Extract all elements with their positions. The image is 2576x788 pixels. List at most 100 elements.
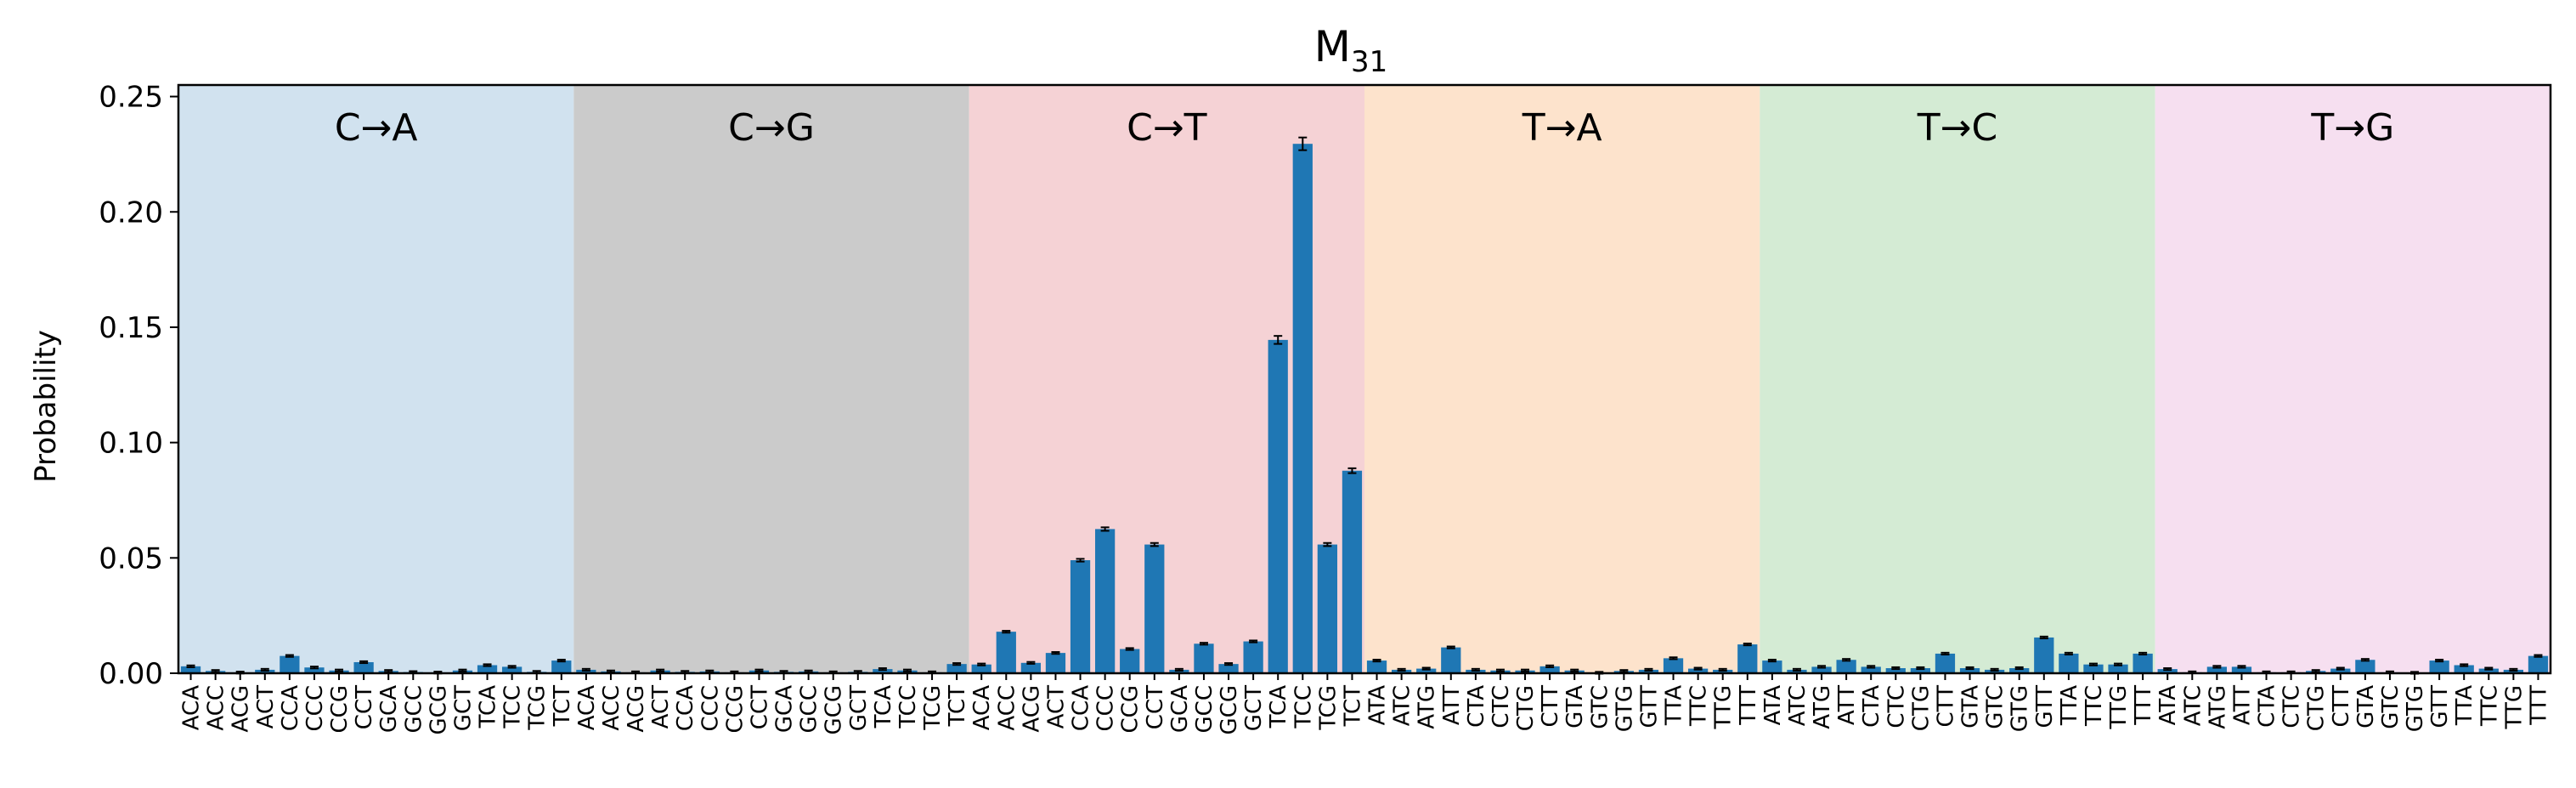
x-tick-label: ATC (1390, 685, 1415, 726)
group-label: C→A (335, 106, 418, 150)
x-tick-label: ATA (2155, 685, 2181, 726)
x-tick-label: GCG (1217, 685, 1242, 734)
bar (971, 664, 991, 673)
x-tick-label: TCT (1340, 685, 1365, 728)
x-tick-label: GTC (2378, 685, 2404, 729)
x-tick-label: GCC (797, 685, 822, 733)
bar (1045, 653, 1066, 673)
x-tick-label: GCA (1167, 685, 1193, 733)
bar (1441, 647, 1461, 673)
x-tick-label: TCG (1315, 685, 1341, 731)
bar (1070, 560, 1091, 673)
bar (477, 665, 498, 673)
x-tick-label: ATG (1810, 685, 1835, 729)
x-tick-label: CCA (673, 685, 698, 731)
bar (2454, 665, 2474, 673)
group-backgrounds (178, 85, 2551, 673)
x-tick-label: TTG (2106, 685, 2132, 729)
chart-title-main: M (1314, 22, 1351, 71)
group-label: T→G (2310, 106, 2394, 150)
group-background (1760, 85, 2155, 673)
x-tick-label: ATG (1415, 685, 1440, 729)
bar (280, 655, 300, 673)
group-labels: C→A C→G C→T T→A T→C T→G (335, 106, 2394, 150)
bar (2133, 653, 2153, 673)
bar (996, 632, 1016, 673)
x-tick-label: ATC (1785, 685, 1811, 726)
bar (1737, 644, 1758, 673)
x-tick-label: ACA (969, 685, 995, 730)
x-tick-label: TCC (500, 685, 526, 729)
bar (2231, 666, 2252, 673)
x-tick-label: CCC (1093, 685, 1119, 731)
y-tick-label: 0.25 (99, 81, 163, 115)
x-tick-label: TCA (871, 685, 896, 729)
x-tick-label: TCT (550, 685, 575, 728)
bar (2478, 668, 2499, 673)
bar (1218, 664, 1239, 673)
x-tick-label: TTT (1736, 685, 1761, 726)
group-background (178, 85, 574, 673)
x-tick-label: CCG (722, 685, 748, 733)
x-tick-label: CCA (278, 685, 303, 731)
x-tick-label: ATT (2229, 685, 2255, 725)
x-tick-label: TTA (1662, 685, 1687, 726)
x-tick-label: GTT (2032, 685, 2058, 728)
bar (873, 669, 893, 673)
x-tick-label: TTC (2477, 685, 2502, 727)
x-tick-label: ACC (994, 685, 1020, 731)
bar (1243, 641, 1263, 673)
bar (1885, 668, 1906, 673)
y-ticks: 0.00 0.05 0.10 0.15 0.20 0.25 (99, 81, 178, 691)
x-tick-label: CCT (352, 685, 377, 729)
x-tick-label: ATG (2205, 685, 2230, 729)
group-label: C→G (728, 106, 815, 150)
bar (2429, 660, 2449, 673)
x-tick-label: GTG (2008, 685, 2033, 732)
group-background (1364, 85, 1760, 673)
bar (2009, 668, 2030, 673)
x-tick-label: TCA (1266, 685, 1291, 729)
bar (1292, 144, 1313, 673)
x-tick-label: GCG (822, 685, 847, 734)
y-tick-label: 0.00 (99, 657, 163, 691)
x-tick-label: ACC (204, 685, 229, 731)
bar (1811, 666, 1832, 673)
bar (2157, 669, 2178, 673)
bar (1317, 544, 1338, 673)
bar (1194, 643, 1214, 673)
x-tick-label: GTA (1958, 685, 1984, 728)
bar (2034, 637, 2054, 673)
bar (551, 660, 572, 673)
y-tick-label: 0.05 (99, 541, 163, 575)
x-tick-label: GTT (2427, 685, 2453, 728)
bar (1663, 658, 1684, 673)
bar (2330, 668, 2351, 673)
plot-frame (177, 83, 2552, 675)
x-tick-label: ACT (1043, 685, 1069, 728)
x-tick-label: GTC (1983, 685, 2008, 729)
bar (2206, 666, 2228, 673)
bar (1959, 668, 1980, 673)
bar (353, 661, 374, 673)
x-tick-label: TTT (2526, 685, 2551, 726)
group-label: T→C (1917, 106, 1997, 150)
x-tick-label: GCT (846, 685, 872, 731)
bar (1416, 668, 1437, 673)
bar (1836, 660, 1856, 673)
x-tick-label: ACC (599, 685, 624, 731)
bar (304, 667, 325, 673)
y-tick-label: 0.20 (99, 196, 163, 230)
x-tick-label: CTG (2304, 685, 2330, 731)
bar (1094, 529, 1116, 673)
x-tick-label: GCA (376, 685, 402, 733)
x-tick-label: ACA (179, 685, 205, 730)
x-tick-label: GTT (1636, 685, 1662, 728)
x-tick-label: GTA (2353, 685, 2379, 728)
x-tick-label: CCC (698, 685, 723, 731)
x-tick-label: GCT (450, 685, 476, 731)
x-tick-label: TTT (2131, 685, 2156, 726)
x-tick-label: ACG (1019, 685, 1044, 733)
x-tick-label: TTG (2501, 685, 2527, 729)
